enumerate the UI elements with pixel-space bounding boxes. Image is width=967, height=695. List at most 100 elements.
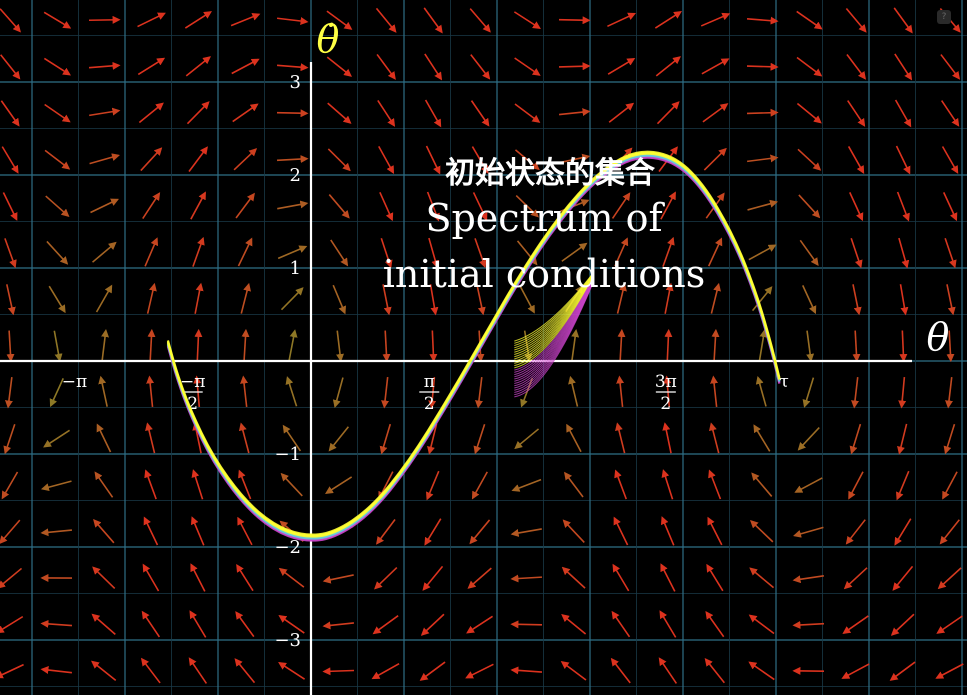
field-arrow	[138, 102, 164, 124]
field-arrow	[710, 282, 721, 314]
field-arrow	[939, 519, 960, 545]
field-arrow	[802, 377, 815, 408]
field-arrow	[751, 472, 773, 497]
field-arrow	[794, 477, 823, 493]
field-arrow	[467, 567, 492, 589]
field-arrow	[280, 472, 303, 497]
field-arrow	[843, 567, 868, 590]
field-arrow	[189, 610, 207, 638]
field-arrow	[380, 238, 393, 269]
field-arrow	[330, 239, 349, 267]
field-arrow	[95, 284, 113, 313]
initial-condition-curve	[514, 272, 594, 344]
field-arrow	[1, 146, 19, 174]
field-arrow	[617, 328, 626, 361]
field-arrow	[706, 563, 724, 592]
field-arrow	[806, 330, 815, 362]
field-arrow	[568, 375, 579, 407]
field-arrow	[327, 102, 352, 124]
field-arrow	[278, 615, 305, 634]
field-arrow	[559, 108, 591, 117]
field-arrow	[328, 194, 350, 219]
field-arrow	[424, 53, 443, 81]
field-arrow	[755, 376, 767, 407]
field-arrow	[660, 563, 676, 592]
field-arrow	[426, 191, 440, 222]
field-arrow	[2, 192, 18, 221]
field-arrow	[655, 56, 681, 77]
field-arrow	[423, 7, 443, 34]
field-arrow	[40, 528, 73, 537]
help-icon[interactable]: ?	[937, 10, 951, 24]
initial-condition-curve	[514, 272, 594, 342]
field-arrow	[700, 12, 731, 27]
field-arrow	[426, 470, 440, 501]
field-arrow	[946, 284, 956, 316]
field-arrow	[562, 519, 585, 543]
field-arrow	[326, 56, 352, 77]
field-arrow	[470, 54, 491, 80]
field-arrow	[708, 469, 722, 500]
field-arrow	[664, 282, 674, 314]
field-arrow	[6, 284, 16, 316]
field-arrow	[428, 237, 440, 269]
field-arrow	[146, 375, 155, 408]
field-arrow	[6, 330, 15, 363]
field-arrow	[849, 423, 862, 455]
field-arrow	[616, 375, 625, 408]
field-arrow	[238, 422, 250, 454]
field-arrow	[799, 239, 819, 267]
field-arrow	[894, 99, 912, 128]
field-arrow	[429, 284, 439, 316]
field-arrow	[705, 610, 725, 638]
field-arrow	[940, 100, 960, 127]
field-arrow	[899, 330, 908, 363]
field-arrow	[137, 57, 166, 76]
field-arrow	[230, 13, 261, 27]
field-arrow	[424, 99, 442, 128]
field-arrow	[847, 146, 865, 174]
field-arrow	[845, 519, 866, 545]
field-arrow	[192, 236, 205, 267]
field-arrow	[796, 10, 823, 30]
field-arrow	[796, 56, 823, 77]
field-arrow	[194, 282, 204, 314]
field-arrow	[701, 58, 730, 75]
field-arrow	[420, 613, 445, 636]
field-arrow	[472, 192, 488, 221]
field-arrow	[749, 520, 774, 543]
field-arrow	[141, 610, 161, 638]
field-arrow	[43, 429, 71, 448]
field-arrow	[147, 328, 156, 361]
field-arrow	[371, 662, 400, 680]
field-arrow	[48, 285, 66, 314]
field-arrow	[564, 471, 584, 498]
field-arrow	[233, 148, 258, 171]
field-arrow	[278, 567, 305, 588]
field-arrow	[332, 377, 344, 409]
field-arrow	[708, 422, 720, 454]
field-arrow	[382, 284, 392, 316]
field-arrow	[374, 567, 398, 590]
field-arrow	[190, 191, 206, 220]
field-arrow	[842, 615, 869, 634]
x-tick-label: −π	[62, 372, 87, 392]
field-arrow	[942, 471, 958, 500]
field-arrow	[746, 108, 779, 117]
field-arrow	[662, 422, 672, 454]
y-tick-label: −1	[274, 444, 301, 465]
field-arrow	[1, 471, 19, 500]
field-arrow	[611, 192, 631, 219]
field-arrow	[469, 519, 491, 545]
field-arrow	[514, 428, 540, 450]
field-arrow	[90, 198, 119, 214]
y-tick-label: −3	[274, 630, 301, 651]
field-arrow	[188, 146, 208, 172]
field-arrow	[751, 286, 773, 312]
field-arrow	[235, 611, 255, 638]
field-arrow	[234, 658, 256, 684]
field-arrow	[44, 149, 71, 170]
field-arrow	[664, 328, 673, 361]
